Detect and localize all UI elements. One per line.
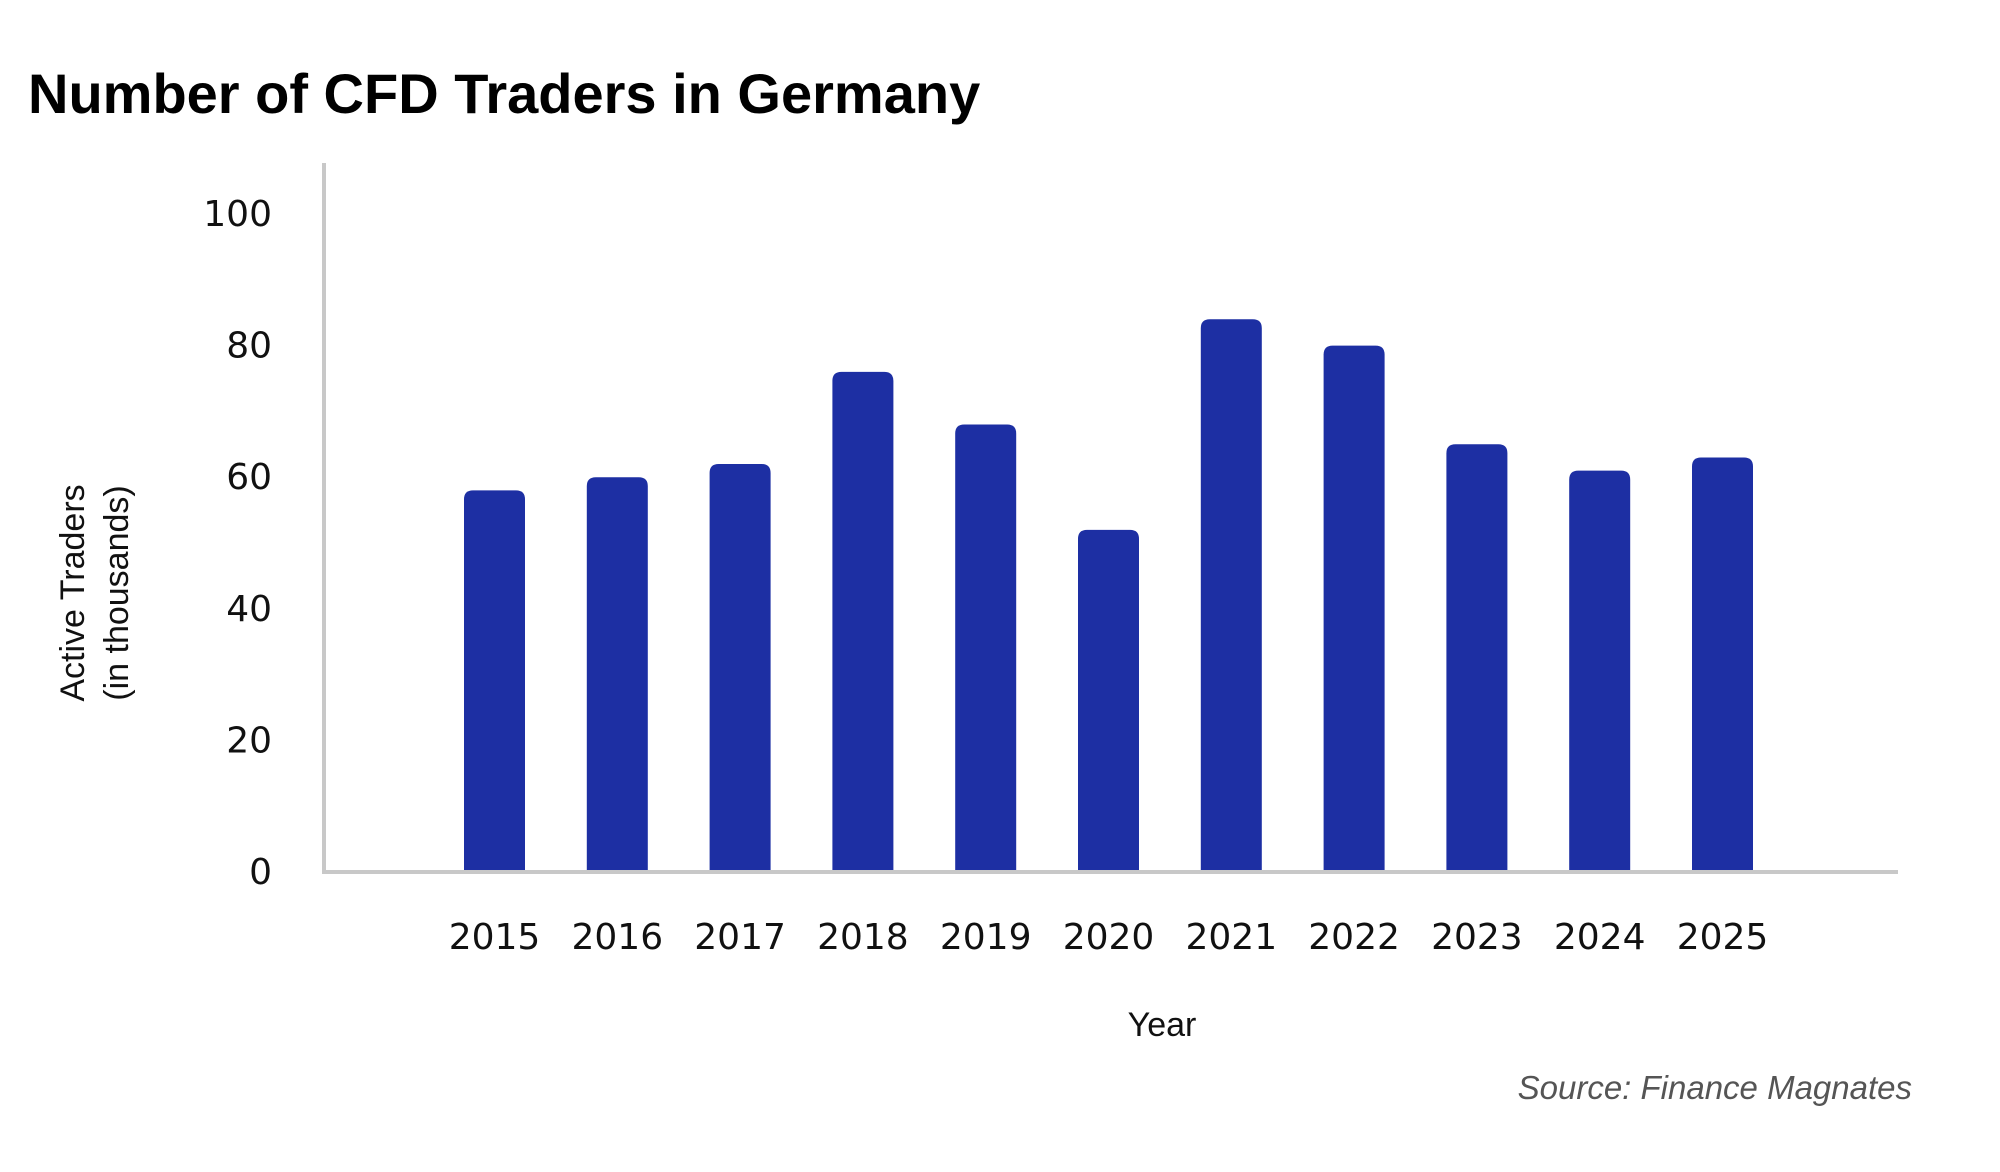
x-axis-label: Year: [1128, 1006, 1197, 1044]
x-tick-label: 2021: [1185, 917, 1277, 958]
y-tick-label: 20: [226, 720, 272, 761]
y-tick-label: 0: [249, 852, 272, 893]
bar-2016: [586, 477, 648, 872]
x-axis-ticks: 2015 2016 2017 2018 2019 2020 2021 2022 2023 2024…: [449, 917, 1769, 958]
chart-title: Number of CFD Traders in Germany: [28, 62, 980, 125]
x-tick-label: 2024: [1554, 917, 1646, 958]
x-tick-label: 2015: [449, 917, 541, 958]
bar-series: [464, 319, 1753, 873]
y-axis-label-line-1: Active Traders: [54, 484, 92, 701]
bar-2020: [1078, 529, 1139, 872]
y-axis-label: Active Traders (in thousands): [54, 484, 136, 701]
bar-2018: [832, 371, 894, 872]
source-note: Source: Finance Magnates: [1518, 1069, 1912, 1106]
bar-2015: [464, 490, 525, 872]
y-axis-ticks: 0 20 40 60 80 100: [203, 194, 272, 893]
x-tick-label: 2023: [1431, 917, 1523, 958]
bar-2024: [1569, 470, 1631, 872]
bar-2022: [1323, 345, 1385, 873]
bar-2019: [955, 424, 1017, 872]
bar-2021: [1200, 319, 1262, 872]
x-tick-label: 2019: [940, 917, 1032, 958]
x-tick-label: 2025: [1677, 917, 1769, 958]
bar-2025: [1692, 457, 1753, 872]
y-tick-label: 40: [226, 589, 272, 630]
x-tick-label: 2020: [1063, 917, 1155, 958]
bar-2023: [1446, 444, 1508, 872]
y-tick-label: 80: [226, 326, 272, 367]
y-tick-label: 60: [226, 457, 272, 498]
y-axis-label-line-2: (in thousands): [98, 485, 136, 700]
bar-2017: [709, 464, 771, 872]
y-tick-label: 100: [203, 194, 272, 235]
x-tick-label: 2018: [817, 917, 909, 958]
x-tick-label: 2022: [1308, 917, 1400, 958]
x-tick-label: 2017: [694, 917, 786, 958]
x-tick-label: 2016: [571, 917, 663, 958]
